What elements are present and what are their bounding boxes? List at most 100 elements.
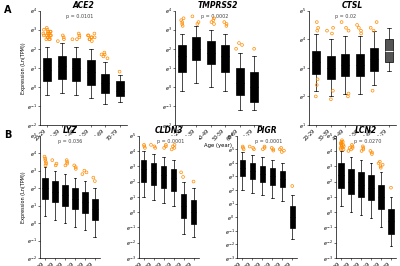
Point xyxy=(46,31,53,36)
Point xyxy=(41,155,48,159)
Point xyxy=(358,28,364,33)
Point xyxy=(44,31,51,36)
Point xyxy=(148,143,154,147)
Point xyxy=(170,144,176,148)
Point xyxy=(338,141,344,146)
PathPatch shape xyxy=(341,53,349,76)
Point xyxy=(48,33,54,38)
Point xyxy=(349,143,355,147)
Text: p = 0.0001: p = 0.0001 xyxy=(255,139,283,144)
Point xyxy=(85,33,91,38)
Text: p = 0.036: p = 0.036 xyxy=(58,139,82,144)
X-axis label: Age (year): Age (year) xyxy=(204,143,232,148)
Point xyxy=(369,89,376,93)
Point xyxy=(44,28,51,32)
Point xyxy=(92,35,98,39)
Point xyxy=(45,31,52,36)
Point xyxy=(279,150,285,154)
Text: A: A xyxy=(4,5,12,15)
Point xyxy=(338,143,345,147)
Point xyxy=(350,146,356,150)
Point xyxy=(339,146,346,150)
Point xyxy=(240,146,246,150)
Point xyxy=(60,35,67,39)
PathPatch shape xyxy=(42,178,48,199)
Point xyxy=(358,149,365,153)
Text: p = 0.0101: p = 0.0101 xyxy=(66,14,94,19)
Title: TMPRSS2: TMPRSS2 xyxy=(198,1,238,10)
Point xyxy=(338,144,345,148)
Point xyxy=(270,147,276,151)
PathPatch shape xyxy=(378,185,384,209)
Point xyxy=(377,160,383,164)
Point xyxy=(240,147,247,151)
Point xyxy=(60,33,66,38)
PathPatch shape xyxy=(260,165,265,182)
Point xyxy=(211,22,217,26)
Point xyxy=(368,26,374,30)
Y-axis label: Expression (Ln(TPM)): Expression (Ln(TPM)) xyxy=(21,42,26,94)
PathPatch shape xyxy=(236,68,244,94)
Point xyxy=(116,69,123,74)
PathPatch shape xyxy=(250,72,258,102)
Point xyxy=(42,156,48,160)
Title: CLDN3: CLDN3 xyxy=(154,126,183,135)
Point xyxy=(98,52,105,57)
Point xyxy=(221,20,228,24)
Point xyxy=(281,148,287,153)
Point xyxy=(208,20,215,24)
X-axis label: Age (year): Age (year) xyxy=(70,143,98,148)
Point xyxy=(345,149,352,153)
PathPatch shape xyxy=(327,56,335,79)
Point xyxy=(345,28,352,33)
Point xyxy=(92,179,98,183)
Title: LCN2: LCN2 xyxy=(355,126,377,135)
Text: p = 0.0270: p = 0.0270 xyxy=(354,139,382,144)
Point xyxy=(223,24,230,28)
Point xyxy=(101,51,108,55)
Point xyxy=(152,146,158,150)
Point xyxy=(360,146,366,150)
Point xyxy=(49,158,56,162)
Point xyxy=(386,128,392,133)
PathPatch shape xyxy=(72,188,78,209)
Point xyxy=(330,89,336,93)
Point xyxy=(240,144,246,149)
Point xyxy=(337,146,344,150)
Point xyxy=(354,23,360,27)
Point xyxy=(43,37,50,41)
Point xyxy=(328,97,334,101)
Point xyxy=(141,144,148,148)
PathPatch shape xyxy=(191,200,196,225)
Point xyxy=(338,143,345,147)
Point xyxy=(42,163,49,168)
Point xyxy=(55,39,61,43)
PathPatch shape xyxy=(358,172,364,197)
Point xyxy=(369,152,375,156)
Point xyxy=(85,33,92,38)
PathPatch shape xyxy=(312,51,320,74)
Point xyxy=(278,146,284,150)
Point xyxy=(277,147,283,151)
Point xyxy=(380,163,386,167)
Point xyxy=(180,16,187,20)
Point xyxy=(180,175,186,179)
Point xyxy=(52,163,59,168)
Point xyxy=(190,179,197,184)
Point xyxy=(251,147,257,151)
PathPatch shape xyxy=(116,81,124,96)
PathPatch shape xyxy=(221,45,229,72)
Point xyxy=(69,37,76,41)
Point xyxy=(100,54,106,59)
Point xyxy=(44,33,50,38)
Point xyxy=(40,33,47,38)
PathPatch shape xyxy=(207,41,215,64)
Point xyxy=(239,43,245,47)
PathPatch shape xyxy=(101,73,109,93)
PathPatch shape xyxy=(280,171,285,187)
PathPatch shape xyxy=(356,53,364,76)
Point xyxy=(48,30,54,34)
Point xyxy=(312,94,319,99)
Point xyxy=(79,172,86,176)
Point xyxy=(268,146,275,150)
